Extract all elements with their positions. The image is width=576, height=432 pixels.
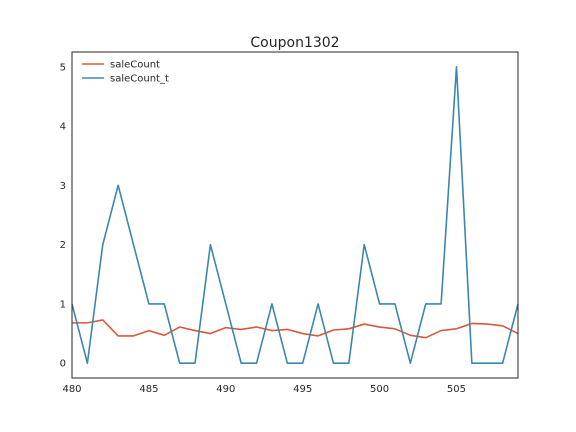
series-layer (71, 66, 519, 364)
y-tick-label: 0 (60, 359, 66, 370)
legend-label: saleCount_t (110, 74, 169, 85)
y-tick-label: 1 (60, 299, 66, 310)
x-tick-label: 505 (447, 384, 466, 395)
series-line-saleCount_t (71, 66, 519, 364)
ticks-layer: 480 485 490 495 500 505 0 1 2 3 4 5 (60, 62, 466, 395)
chart-title: Coupon1302 (250, 35, 339, 51)
x-tick-label: 490 (216, 384, 235, 395)
x-tick-label: 495 (293, 384, 312, 395)
x-tick-label: 500 (370, 384, 389, 395)
y-tick-label: 2 (60, 240, 66, 251)
legend: saleCount saleCount_t (82, 60, 169, 85)
legend-label: saleCount (110, 60, 160, 71)
y-tick-label: 5 (60, 62, 66, 73)
series-line-saleCount (72, 319, 519, 339)
x-tick-label: 480 (62, 384, 81, 395)
x-tick-label: 485 (139, 384, 158, 395)
y-tick-label: 3 (60, 181, 66, 192)
plot-area-frame (71, 51, 519, 379)
y-tick-label: 4 (60, 122, 66, 133)
